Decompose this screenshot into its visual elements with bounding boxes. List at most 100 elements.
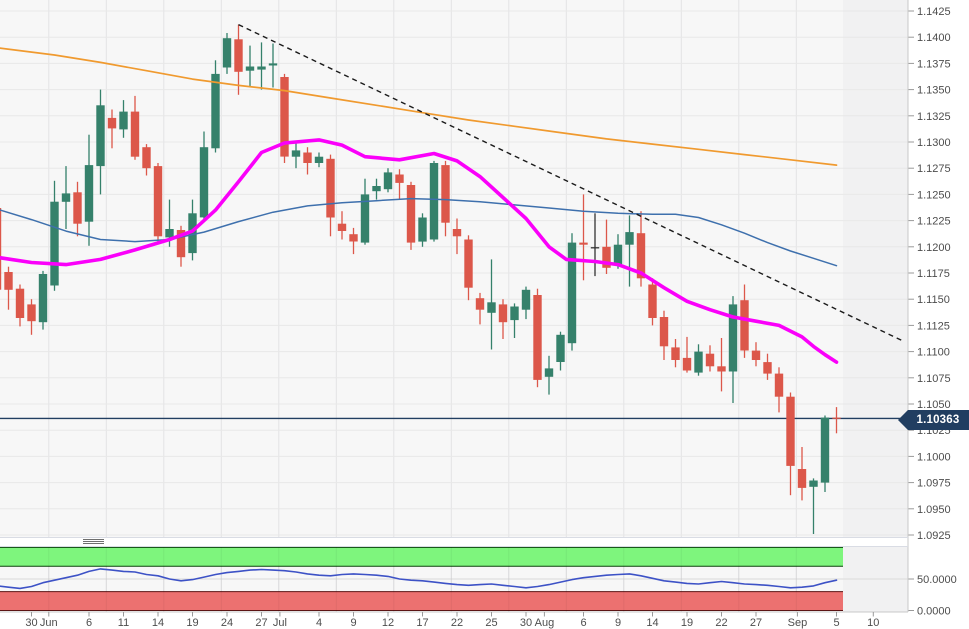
price-tick-label: 1.1125 xyxy=(917,320,950,332)
indicator-tick-label: 50.0000 xyxy=(917,574,957,586)
candle-body xyxy=(406,185,416,243)
candle-body xyxy=(728,304,738,372)
pane-divider-bottom xyxy=(0,546,908,547)
candle-body xyxy=(705,353,715,367)
candle-body xyxy=(257,66,266,70)
price-tick-label: 1.1050 xyxy=(917,399,951,411)
date-tick-label: 5 xyxy=(833,617,839,629)
candle-body xyxy=(61,193,71,202)
band-grid-overlay xyxy=(48,547,797,612)
candle-body xyxy=(107,117,117,129)
candle-body xyxy=(429,163,439,240)
price-axis[interactable]: 1.1425 1.1400 1.1375 1.1350 1.1325 1.1300 1.12… xyxy=(0,6,951,542)
date-tick-label: Jul xyxy=(273,617,287,629)
price-tick-label: 1.1225 xyxy=(917,216,951,228)
indicator-bands xyxy=(0,546,843,611)
price-tick-label: 1.0925 xyxy=(917,530,951,542)
price-tick-label: 1.1100 xyxy=(917,347,950,359)
price-tick-label: 1.1425 xyxy=(917,6,951,18)
candle-body xyxy=(774,373,784,397)
date-tick-label: 30 xyxy=(25,617,37,629)
axis-frame xyxy=(0,0,909,613)
price-tick-label: 1.1375 xyxy=(917,58,951,70)
pane-divider-top xyxy=(0,537,908,538)
date-tick-label: 4 xyxy=(316,617,322,629)
candle-body xyxy=(15,288,25,318)
date-tick-label: 9 xyxy=(350,617,356,629)
date-tick-label: 14 xyxy=(646,617,658,629)
indicator-axis[interactable]: 50.0000 0.0000 xyxy=(0,574,957,618)
candle-body xyxy=(84,165,94,222)
date-tick-label: 14 xyxy=(152,617,164,629)
candle-body xyxy=(0,208,2,290)
candle-body xyxy=(222,38,232,68)
candle-body xyxy=(303,152,312,163)
candle-body xyxy=(360,194,370,243)
candle-body xyxy=(234,39,243,72)
trendline-dashed[interactable] xyxy=(238,23,904,342)
date-tick-label: 17 xyxy=(416,617,428,629)
candle-body xyxy=(199,147,209,218)
overbought-band xyxy=(0,547,843,567)
price-tick-label: 1.1300 xyxy=(917,137,951,149)
date-tick-label: 11 xyxy=(118,617,129,629)
candle-body xyxy=(38,274,48,323)
candle-body xyxy=(395,174,404,183)
candle-body xyxy=(50,201,59,286)
candle-body xyxy=(268,63,278,66)
candle-body xyxy=(786,396,795,466)
candle-body xyxy=(73,192,82,224)
candles-layer xyxy=(0,24,841,534)
candle-body xyxy=(809,480,818,487)
date-tick-label: 9 xyxy=(615,617,621,629)
candle-body xyxy=(349,234,358,242)
candle-body xyxy=(648,284,657,318)
candle-body xyxy=(544,368,554,377)
candle-body xyxy=(475,298,485,310)
candle-body xyxy=(418,217,427,242)
candle-body xyxy=(820,417,830,483)
candle-body xyxy=(556,334,565,362)
candle-body xyxy=(636,233,646,279)
candle-body xyxy=(211,73,220,149)
candle-body xyxy=(245,66,255,71)
candle-body xyxy=(280,77,289,157)
candle-body xyxy=(613,244,623,265)
candle-body xyxy=(4,272,13,290)
price-tick-label: 1.1150 xyxy=(917,294,950,306)
candle-body xyxy=(579,242,588,245)
candle-body xyxy=(763,362,772,374)
date-tick-label: 22 xyxy=(451,617,463,629)
date-tick-label: Aug xyxy=(535,617,555,629)
blue-ma-line xyxy=(0,197,838,267)
price-tick-label: 1.0975 xyxy=(917,478,951,490)
candle-body xyxy=(740,300,749,351)
candle-body xyxy=(326,158,335,218)
date-tick-label: 30 xyxy=(520,617,532,629)
date-tick-label: 25 xyxy=(485,617,497,629)
price-tick-label: 1.1250 xyxy=(917,189,951,201)
date-tick-label: Sep xyxy=(788,617,808,629)
price-tick-label: 1.1175 xyxy=(917,268,950,280)
candle-body xyxy=(464,239,473,288)
price-tick-label: 1.0950 xyxy=(917,504,951,516)
candle-body xyxy=(119,111,128,130)
date-tick-label: 10 xyxy=(867,617,879,629)
date-tick-label: 12 xyxy=(382,617,394,629)
candle-body xyxy=(96,105,105,167)
candle-body xyxy=(602,246,611,268)
candle-body xyxy=(751,350,761,360)
candle-body xyxy=(291,150,301,157)
pane-resize-handle-icon[interactable] xyxy=(83,539,104,546)
candle-body xyxy=(567,242,577,344)
time-axis[interactable]: 30 Jun 6 11 14 19 24 27 Jul 4 9 12 17 22 25 30 Aug 6 9 14 19… xyxy=(25,612,879,629)
candle-body xyxy=(832,417,841,419)
price-tick-label: 1.1000 xyxy=(917,451,951,463)
date-tick-label: 19 xyxy=(681,617,693,629)
date-tick-label: 6 xyxy=(86,617,92,629)
last-price-value: 1.10363 xyxy=(916,414,960,426)
date-tick-label: 19 xyxy=(186,617,198,629)
candle-body xyxy=(130,111,140,157)
